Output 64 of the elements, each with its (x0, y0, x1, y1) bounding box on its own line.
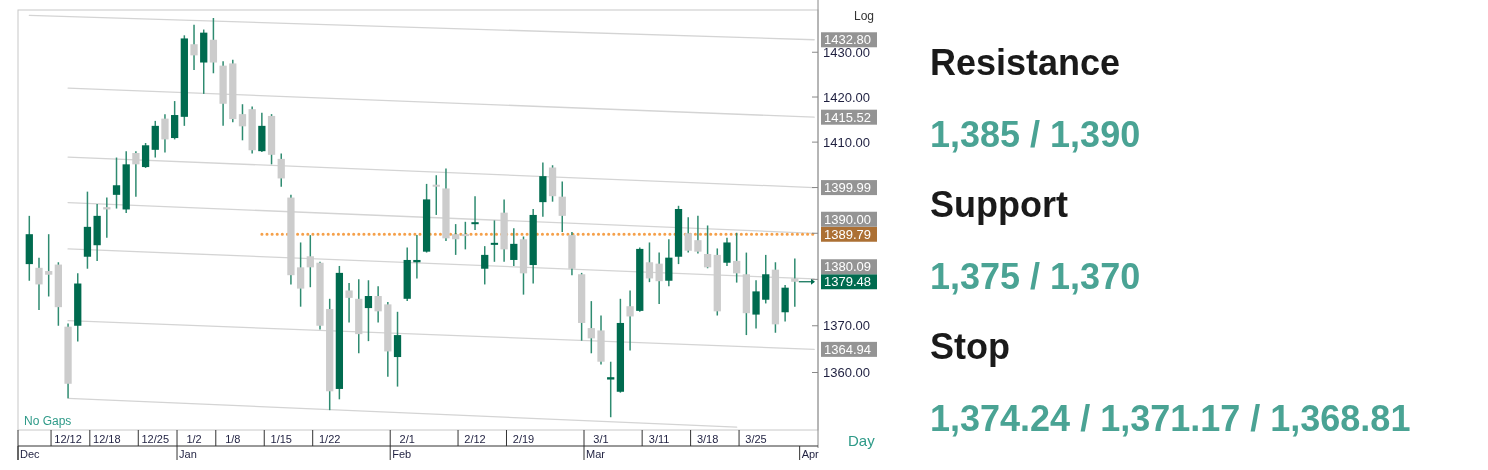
y-tick-label: 1410.00 (823, 134, 870, 150)
text: 1,375 / 1,370 (930, 256, 1141, 297)
candlestick (171, 100, 179, 141)
candlestick (364, 279, 373, 342)
y-tick-label: 1370.00 (823, 318, 870, 334)
x-tick-label: 1/15 (270, 433, 292, 445)
x-tick-label: 3/1 (593, 433, 609, 445)
candlestick (35, 256, 43, 311)
candlestick (345, 282, 353, 324)
candlestick (393, 311, 402, 388)
candlestick (413, 234, 421, 280)
x-tick-label: 12/12 (54, 433, 82, 445)
candlestick (45, 233, 53, 298)
x-tick-label: 1/22 (318, 433, 341, 445)
candlestick (461, 221, 469, 251)
text: Dec (20, 448, 41, 460)
candlestick (238, 103, 247, 142)
text: Apr (801, 448, 820, 460)
candlestick (481, 245, 489, 286)
candlestick (190, 23, 198, 71)
text: 1,385 / 1,390 (930, 114, 1141, 155)
x-tick-label: 2/12 (464, 433, 486, 445)
candlestick (752, 279, 760, 330)
candlestick (510, 227, 518, 267)
candlestick (723, 237, 731, 267)
x-tick-label: 12/25 (141, 433, 170, 445)
text: Support (930, 184, 1068, 225)
candlestick (607, 360, 615, 418)
x-tick-label: 12/18 (93, 433, 121, 445)
text: Day (848, 432, 876, 449)
candlestick (161, 113, 169, 154)
annotation: No Gaps (24, 414, 72, 428)
text: Feb (392, 448, 412, 460)
data-label: 1389.79 (824, 226, 871, 242)
text: Stop (930, 326, 1010, 367)
data-label: 1415.52 (824, 109, 871, 125)
text: 1,374.24 / 1,371.17 / 1,368.81 (930, 398, 1411, 439)
candlestick (374, 285, 382, 324)
x-tick-label: 1/2 (186, 433, 202, 445)
x-tick-label: 3/25 (745, 433, 767, 445)
x-tick-label: 2/1 (399, 433, 415, 445)
text: Jan (179, 448, 197, 460)
candlestick (471, 195, 479, 231)
x-tick-label: 3/11 (648, 433, 670, 445)
y-tick-label: 1360.00 (823, 365, 870, 381)
candlestick (452, 223, 460, 256)
candlestick (151, 120, 159, 159)
candlestick (490, 219, 499, 263)
x-tick-label: 2/19 (512, 433, 535, 445)
text: Resistance (930, 42, 1121, 83)
ref-line-label: 1379.48 (824, 274, 871, 290)
data-label: 1390.00 (824, 211, 871, 227)
candlestick (141, 142, 150, 169)
candlestick (112, 156, 121, 210)
candlestick (665, 238, 673, 288)
data-label: 1364.94 (824, 341, 871, 357)
candlestick (432, 174, 440, 216)
y-tick-label: 1420.00 (823, 89, 870, 105)
text: Mar (586, 448, 606, 460)
data-label: 1399.99 (824, 180, 871, 196)
data-label: 1380.09 (824, 259, 871, 275)
x-tick-label: 1/8 (225, 433, 241, 445)
x-tick-label: 3/18 (696, 433, 719, 445)
text: Log (853, 9, 874, 23)
